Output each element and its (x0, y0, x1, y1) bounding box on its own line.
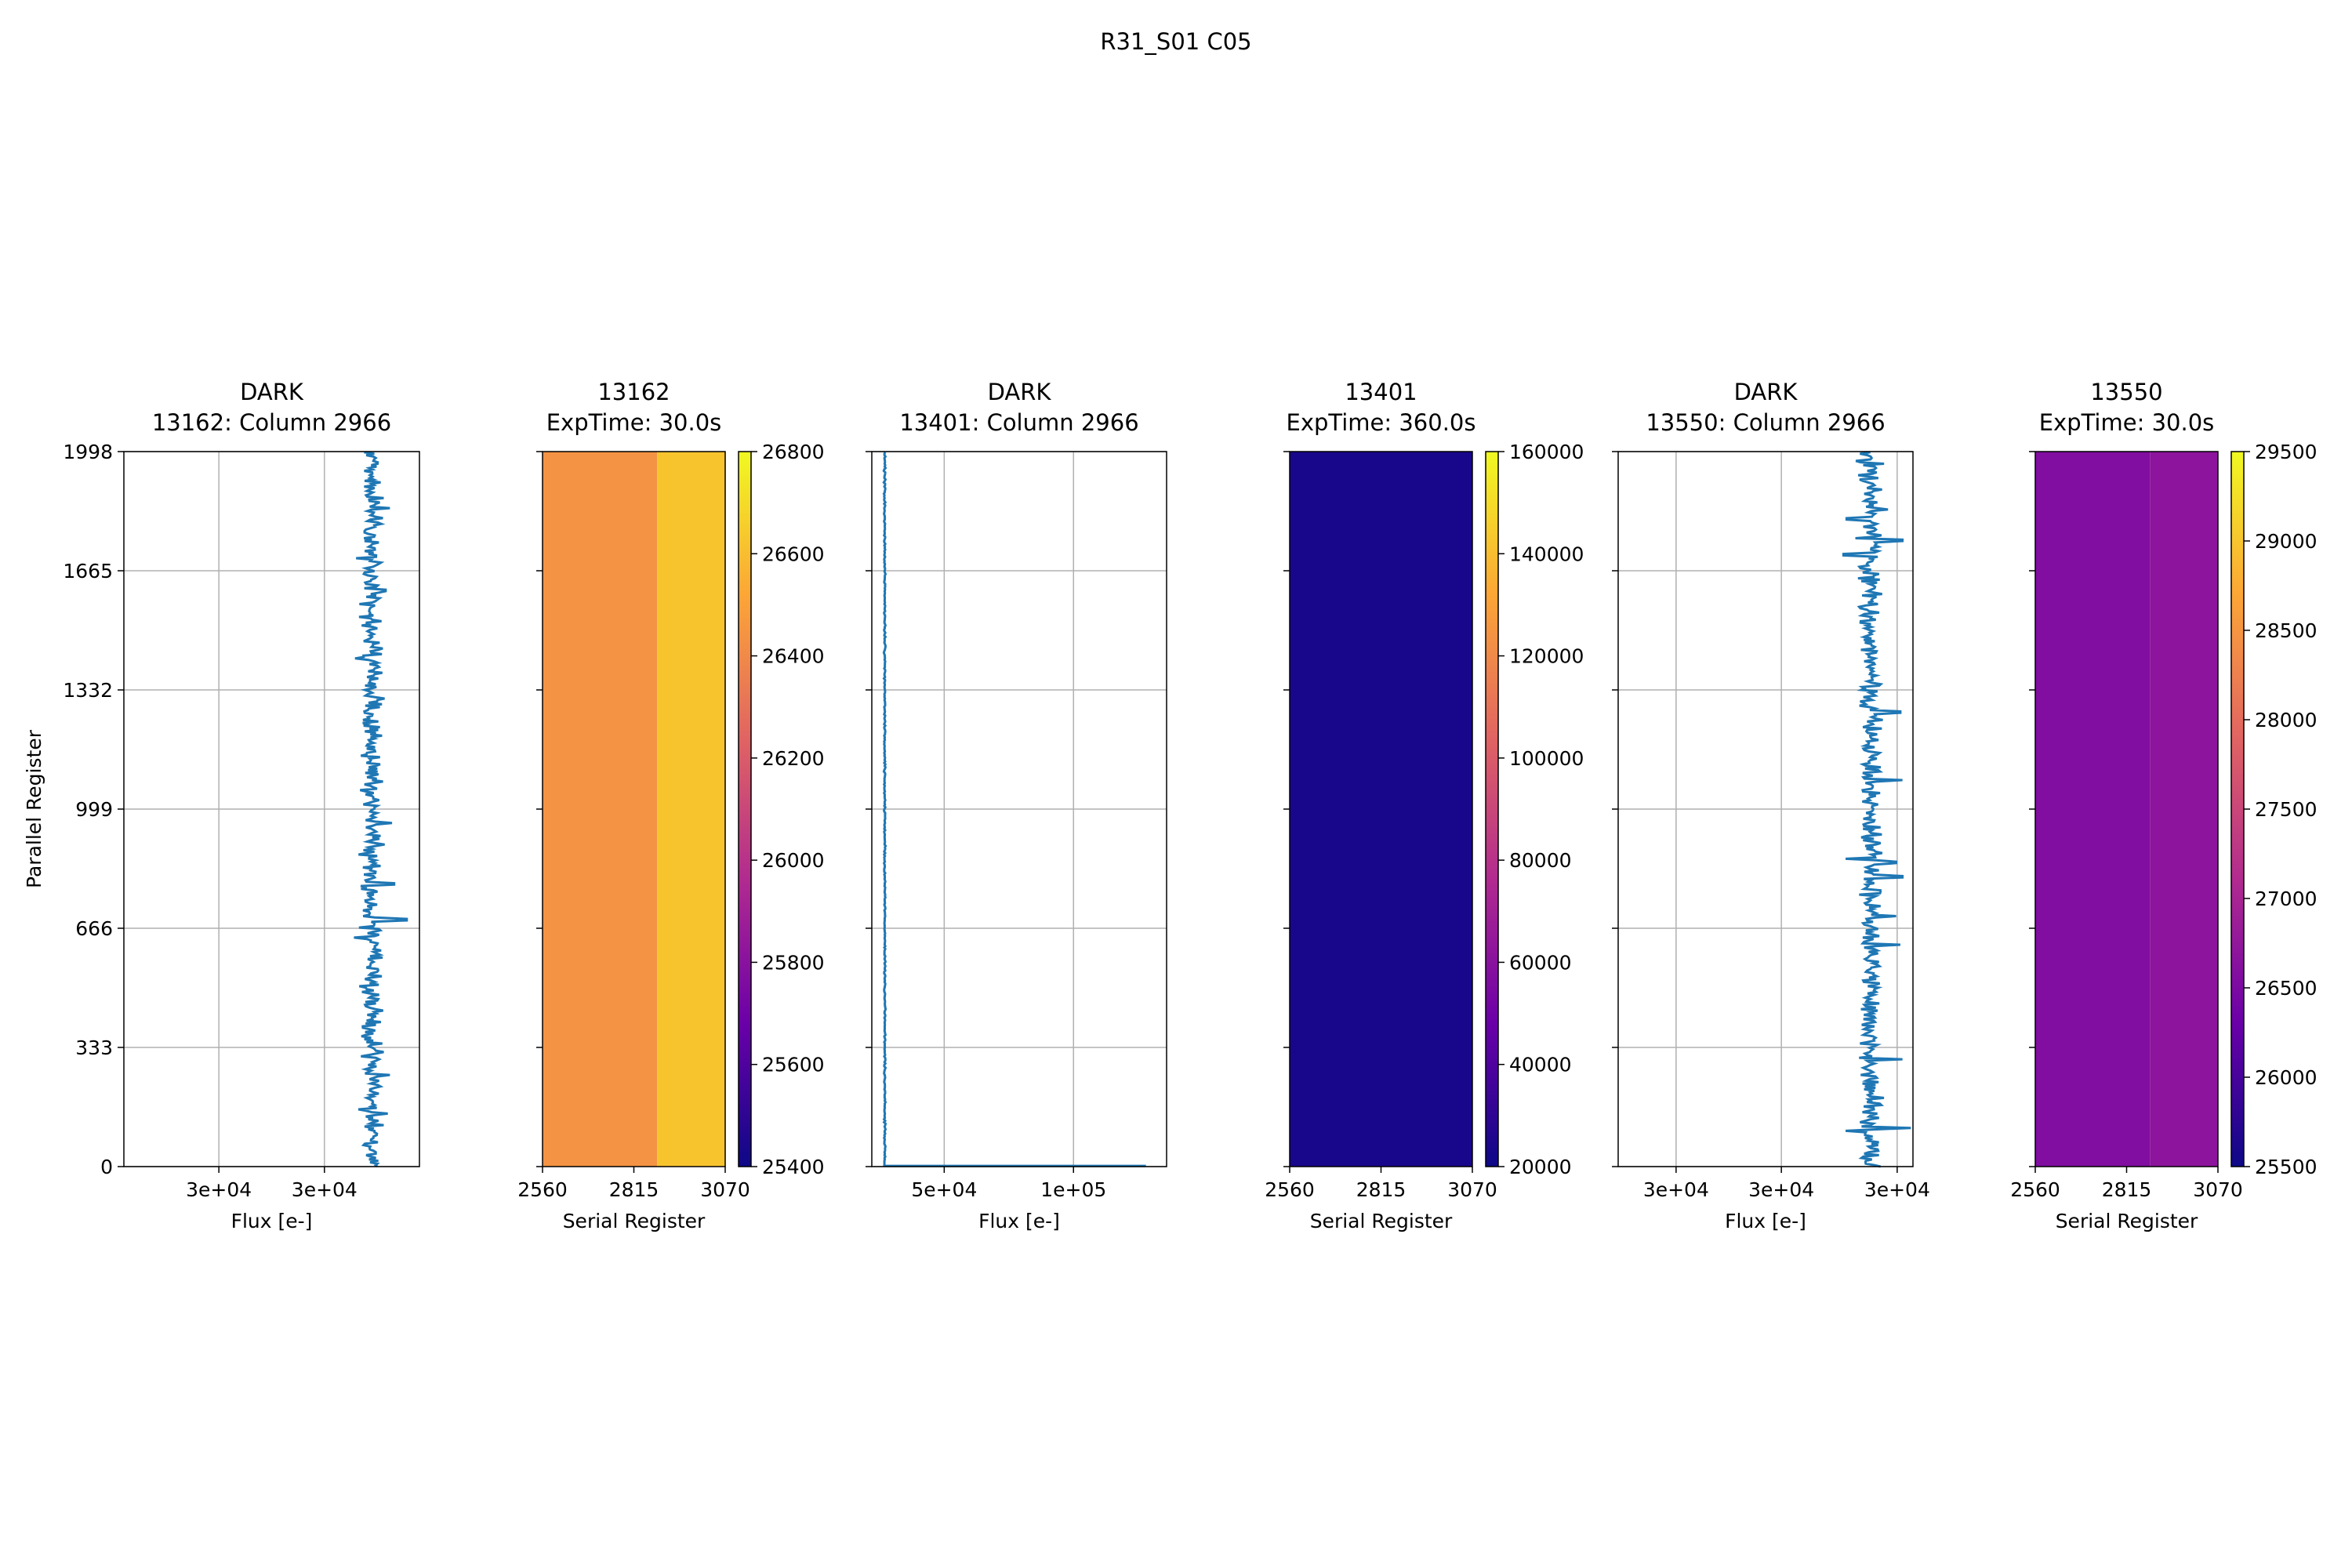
panel-title-line2: 13162: Column 2966 (152, 409, 391, 436)
panel-title-line2: 13550: Column 2966 (1646, 409, 1885, 436)
x-tick-label: 3e+04 (1864, 1178, 1930, 1201)
colorbar-tick-label: 160000 (1509, 441, 1584, 463)
panel-title-line2: ExpTime: 30.0s (2039, 409, 2215, 436)
profile-line (354, 451, 408, 1168)
x-tick-label: 2815 (609, 1178, 659, 1201)
x-tick-label: 3070 (2193, 1178, 2243, 1201)
x-tick-label: 1e+05 (1040, 1178, 1106, 1201)
panel-title-line1: 13550 (2090, 379, 2162, 405)
heatmap-column-2 (657, 452, 725, 1167)
colorbar-tick-label: 29000 (2255, 530, 2318, 553)
heatmap-column-1 (543, 452, 658, 1167)
colorbar-tick-label: 60000 (1509, 951, 1572, 974)
x-tick-label: 3e+04 (1748, 1178, 1814, 1201)
y-tick-label: 666 (75, 917, 113, 940)
colorbar (2230, 451, 2245, 1167)
colorbar-tick-label: 26500 (2255, 977, 2318, 1000)
x-axis-label: Flux [e-] (978, 1210, 1060, 1232)
colorbar-tick-label: 28000 (2255, 709, 2318, 731)
colorbar-tick-label: 26800 (762, 441, 825, 463)
colorbar-tick-label: 26400 (762, 645, 825, 668)
colorbar-tick-label: 26000 (2255, 1066, 2318, 1089)
colorbar-tick-label: 26000 (762, 849, 825, 872)
panel-title-line2: ExpTime: 30.0s (546, 409, 722, 436)
panel-6: 13550 ExpTime: 30.0s 25500 26000 26500 27000 2… (2010, 379, 2317, 1232)
x-tick-label: 2560 (517, 1178, 568, 1201)
x-axis-label: Serial Register (1310, 1210, 1453, 1232)
colorbar-tick-label: 25500 (2255, 1156, 2318, 1178)
panel-title-line2: 13401: Column 2966 (899, 409, 1138, 436)
colorbar-tick-label: 120000 (1509, 645, 1584, 668)
heatmap-column-2 (2150, 452, 2218, 1167)
panel-title-line2: ExpTime: 360.0s (1287, 409, 1476, 436)
panels: DARK 13162: Column 2966 3e+04 3e+04 Flux [e-… (23, 379, 2318, 1232)
figure-title: R31_S01 C05 (1100, 28, 1251, 55)
x-tick-label: 3070 (700, 1178, 750, 1201)
profile-line (882, 452, 887, 1167)
panel-title-line1: 13401 (1345, 379, 1417, 405)
panel-5: DARK 13550: Column 2966 3e+04 3e+04 3e+04 Flu… (1612, 379, 1930, 1232)
colorbar-tick-label: 140000 (1509, 543, 1584, 565)
x-tick-label: 2560 (2010, 1178, 2060, 1201)
panel-3: DARK 13401: Column 2966 5e+04 1e+05 Flux [e-… (866, 379, 1167, 1232)
panel-1: DARK 13162: Column 2966 3e+04 3e+04 Flux [e-… (23, 379, 420, 1232)
panel-title-line1: DARK (240, 379, 304, 405)
colorbar-tick-label: 29500 (2255, 441, 2318, 463)
x-tick-label: 2815 (1356, 1178, 1406, 1201)
panel-4: 13401 ExpTime: 360.0s 20000 40000 60000 80000… (1265, 379, 1584, 1232)
colorbar (1485, 451, 1499, 1167)
colorbar-tick-label: 80000 (1509, 849, 1572, 872)
colorbar-tick-label: 26200 (762, 747, 825, 770)
y-axis-label: Parallel Register (23, 729, 45, 888)
x-tick-label: 3e+04 (186, 1178, 252, 1201)
x-tick-label: 2560 (1265, 1178, 1315, 1201)
heatmap-column-1 (2035, 452, 2151, 1167)
x-axis-label: Serial Register (2056, 1210, 2198, 1232)
panel-2: 13162 ExpTime: 30.0s 25400 25600 25800 26000 2… (517, 379, 824, 1232)
heatmap-column-1 (1290, 452, 1472, 1167)
y-tick-label: 333 (75, 1036, 113, 1059)
x-tick-label: 5e+04 (911, 1178, 977, 1201)
y-tick-label: 1332 (63, 679, 113, 702)
y-tick-label: 1665 (63, 560, 113, 583)
y-tick-label: 999 (75, 798, 113, 821)
colorbar-tick-label: 28500 (2255, 619, 2318, 642)
panel-title-line1: DARK (988, 379, 1052, 405)
panel-title-line1: 13162 (597, 379, 670, 405)
panel-title-line1: DARK (1734, 379, 1798, 405)
x-axis-label: Flux [e-] (1725, 1210, 1806, 1232)
colorbar-tick-label: 25400 (762, 1156, 825, 1178)
colorbar-tick-label: 26600 (762, 543, 825, 565)
x-tick-label: 3e+04 (292, 1178, 358, 1201)
colorbar-tick-label: 40000 (1509, 1054, 1572, 1076)
y-tick-label: 1998 (63, 441, 113, 463)
x-tick-label: 3e+04 (1643, 1178, 1709, 1201)
colorbar-tick-label: 20000 (1509, 1156, 1572, 1178)
colorbar-tick-label: 25600 (762, 1054, 825, 1076)
x-axis-label: Serial Register (563, 1210, 706, 1232)
colorbar-tick-label: 27500 (2255, 798, 2318, 821)
x-tick-label: 2815 (2102, 1178, 2152, 1201)
y-tick-label: 0 (100, 1156, 113, 1178)
colorbar (738, 451, 752, 1167)
colorbar-tick-label: 100000 (1509, 747, 1584, 770)
colorbar-tick-label: 25800 (762, 951, 825, 974)
x-tick-label: 3070 (1447, 1178, 1497, 1201)
colorbar-tick-label: 27000 (2255, 887, 2318, 910)
x-axis-label: Flux [e-] (231, 1210, 313, 1232)
profile-line (1842, 451, 1911, 1168)
